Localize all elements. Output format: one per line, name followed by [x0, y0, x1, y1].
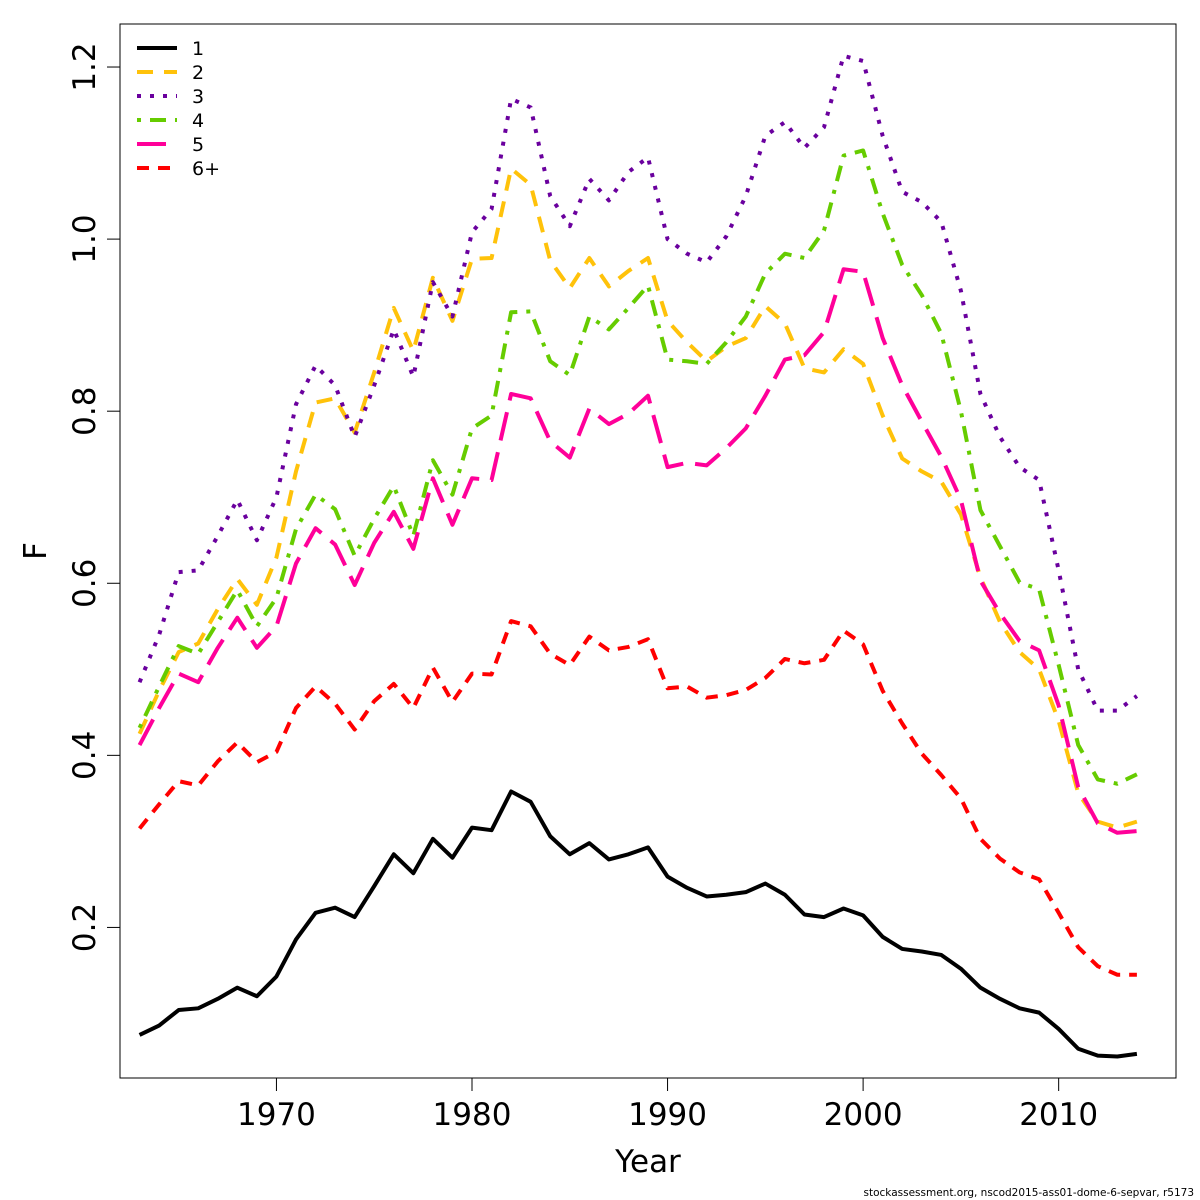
series-line-5 [137, 267, 1138, 835]
y-axis-title: F [18, 542, 54, 560]
legend-label: 3 [192, 86, 204, 108]
x-axis-title: Year [614, 1144, 681, 1180]
source-credit: stockassessment.org, nscod2015-ass01-dom… [864, 1187, 1194, 1199]
y-tick-label: 0.2 [67, 903, 103, 952]
y-axis: 0.2 0.4 0.6 0.8 1.0 1.2 [67, 42, 121, 952]
legend-label: 5 [192, 134, 204, 156]
series-layer [137, 53, 1139, 1059]
legend-label: 2 [192, 62, 204, 84]
x-tick-label: 1980 [433, 1097, 512, 1133]
x-axis: 1970 1980 1990 2000 2010 [237, 1077, 1098, 1133]
y-tick-label: 0.4 [67, 731, 103, 780]
series-line-3 [137, 53, 1139, 713]
y-tick-label: 0.8 [67, 387, 103, 436]
series-line-2 [137, 166, 1138, 830]
series-line-4 [137, 148, 1138, 786]
y-tick-label: 0.6 [67, 559, 103, 608]
y-tick-label: 1.2 [67, 42, 103, 91]
x-tick-label: 1970 [237, 1097, 316, 1133]
legend-label: 1 [192, 38, 204, 60]
y-tick-label: 1.0 [67, 214, 103, 263]
series-line-6plus [138, 619, 1137, 977]
legend-label: 4 [192, 110, 204, 132]
x-tick-label: 1990 [628, 1097, 707, 1133]
x-tick-label: 2000 [824, 1097, 903, 1133]
legend-label: 6+ [192, 158, 220, 180]
x-tick-label: 2010 [1019, 1097, 1098, 1133]
series-line-1 [138, 789, 1138, 1059]
